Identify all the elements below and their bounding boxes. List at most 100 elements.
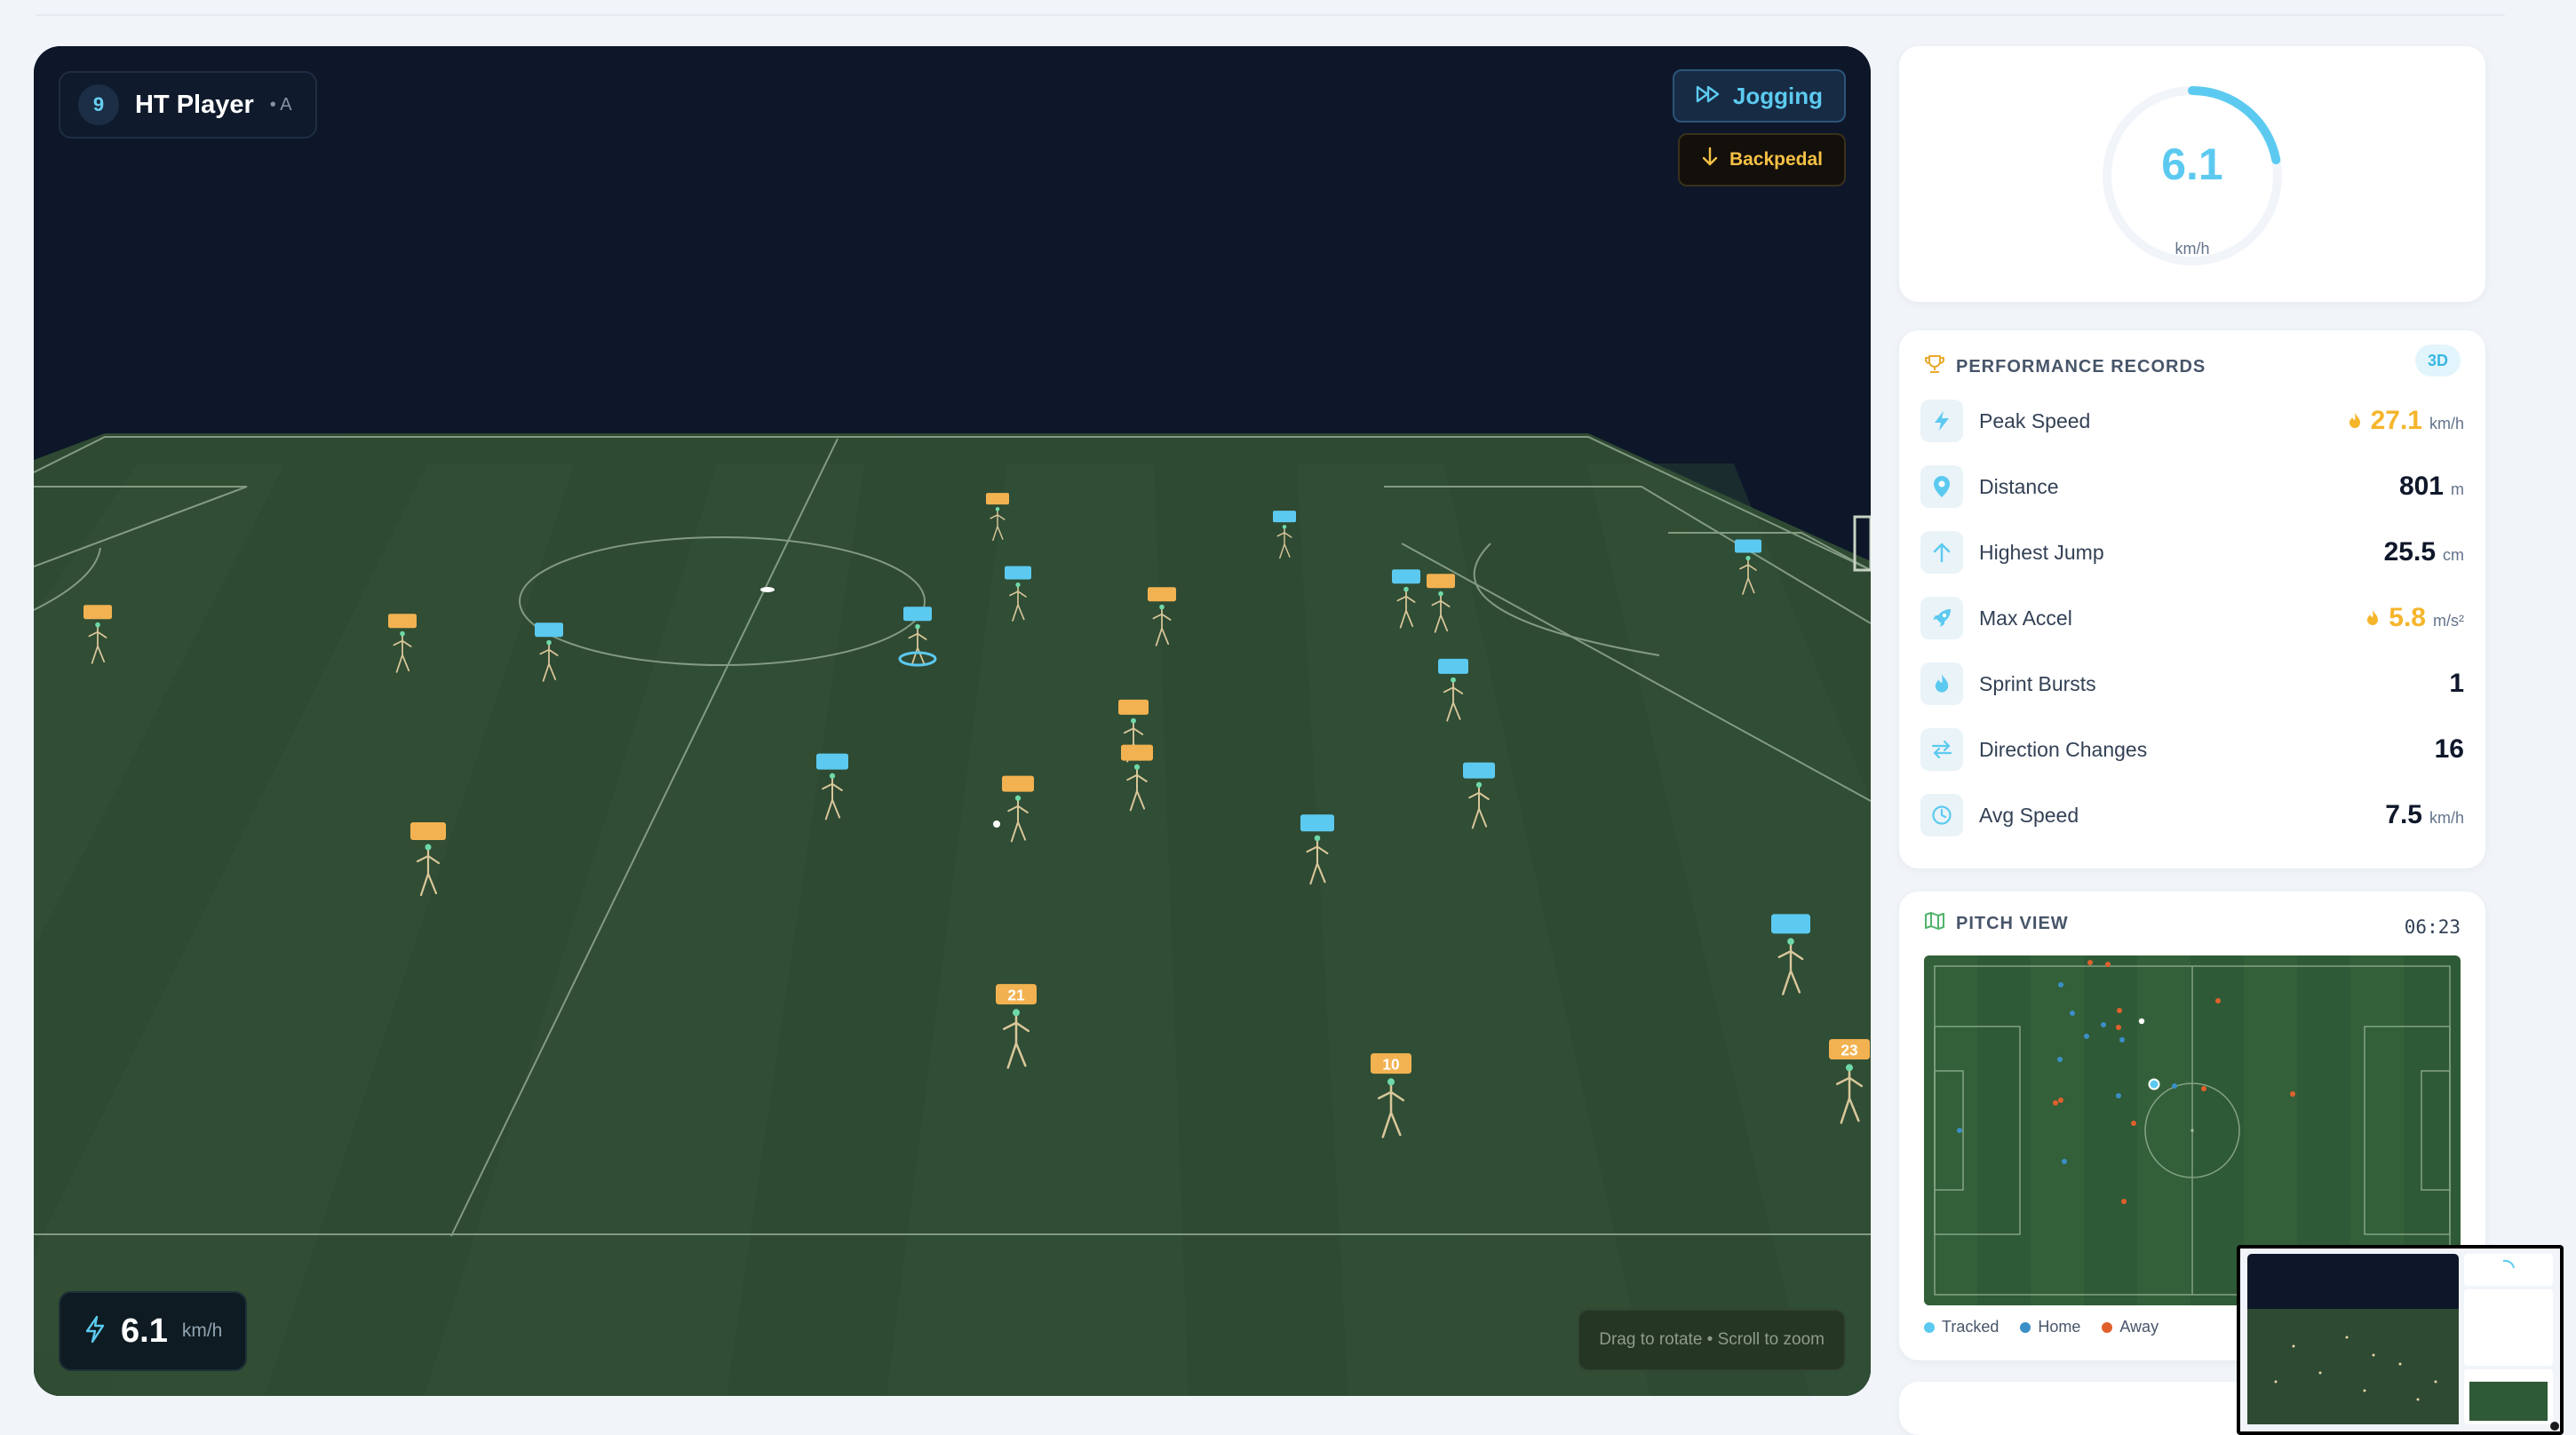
player-team: • A — [269, 94, 292, 115]
player-head — [1387, 1078, 1395, 1086]
player-number-tag — [1392, 569, 1420, 584]
scene-player[interactable] — [410, 822, 446, 897]
player-head — [400, 630, 405, 637]
scene-player[interactable] — [816, 753, 848, 821]
player-head — [1282, 525, 1287, 529]
player-number-tag — [1002, 775, 1034, 792]
player-skeleton — [1431, 594, 1451, 633]
swap-arrows-icon — [1920, 728, 1963, 771]
scene-player[interactable] — [1121, 744, 1153, 812]
player-number-tag — [1121, 744, 1153, 761]
record-direction-changes: Direction Changes 16 — [1920, 725, 2464, 774]
screenshot-thumbnail[interactable] — [2237, 1245, 2564, 1435]
scene-player[interactable]: 23 — [1829, 1039, 1870, 1124]
scene-player[interactable] — [1148, 587, 1176, 646]
player-skeleton — [393, 634, 412, 673]
speed-gauge-card: 6.1 km/h — [1899, 46, 2485, 302]
record-label: Distance — [1979, 474, 2059, 498]
player-skeleton — [1152, 607, 1172, 646]
record-unit: km/h — [2429, 415, 2464, 432]
gauge-speed-value: 6.1 — [2161, 139, 2223, 189]
scene-player[interactable] — [388, 614, 417, 673]
record-distance: Distance 801 m — [1920, 462, 2464, 511]
player-head — [546, 639, 552, 646]
player-number-tag — [1118, 699, 1149, 715]
record-unit: cm — [2443, 546, 2464, 564]
player-head — [1314, 835, 1321, 842]
scene-player[interactable] — [1438, 658, 1468, 722]
player-number-tag — [1829, 1039, 1870, 1060]
bolt-icon — [1920, 400, 1963, 442]
player-head — [1475, 781, 1483, 788]
scene-player[interactable] — [1463, 762, 1495, 829]
match-clock: 06:23 — [2404, 916, 2461, 938]
record-highest-jump: Highest Jump 25.5 cm — [1920, 527, 2464, 577]
record-avg-speed: Avg Speed 7.5 km/h — [1920, 790, 2464, 840]
player-skeleton — [908, 627, 927, 666]
player-head — [1845, 1064, 1854, 1072]
scene-player[interactable] — [1002, 775, 1034, 843]
scene-player[interactable] — [1300, 814, 1334, 885]
record-value: 5.8 — [2389, 603, 2426, 632]
arrow-down-icon — [1701, 147, 1719, 173]
player-number-tag — [1300, 814, 1334, 832]
player-head — [915, 623, 920, 630]
scene-player[interactable] — [535, 622, 563, 682]
scene-player[interactable]: 21 — [996, 984, 1037, 1069]
live-speed-value: 6.1 — [121, 1312, 168, 1350]
scene-player[interactable] — [1427, 574, 1455, 633]
records-title: PERFORMANCE RECORDS — [1956, 356, 2206, 377]
scene-player[interactable] — [1771, 914, 1810, 995]
pitch-3d-scene[interactable]: 21 10 23 — [34, 46, 1871, 1396]
player-head — [425, 844, 432, 851]
scene-player[interactable] — [1118, 699, 1149, 763]
top-divider — [36, 14, 2505, 16]
record-value: 7.5 — [2385, 800, 2422, 829]
player-skeleton — [1002, 1013, 1030, 1069]
player-number-label: 23 — [1841, 1042, 1857, 1059]
legend-home: Home — [2020, 1318, 2080, 1336]
player-number-tag — [1735, 539, 1761, 553]
gauge-speed-unit: km/h — [2174, 240, 2210, 258]
scene-player[interactable] — [1735, 539, 1761, 595]
record-value: 16 — [2434, 734, 2464, 764]
player-skeleton — [990, 509, 1006, 542]
record-value: 801 — [2398, 472, 2444, 501]
scene-player[interactable]: 10 — [1371, 1053, 1411, 1138]
scene-player[interactable] — [1273, 511, 1296, 559]
record-max-accel: Max Accel 5.8 m/s² — [1920, 593, 2464, 643]
movement-primary-label: Jogging — [1732, 82, 1823, 109]
legend-away: Away — [2102, 1318, 2159, 1336]
scene-player[interactable] — [83, 605, 112, 664]
bolt-icon — [83, 1315, 107, 1348]
player-number-label: 21 — [1007, 987, 1025, 1004]
map-pin-icon — [1920, 465, 1963, 508]
player-number-tag — [1771, 914, 1810, 934]
player-number-tag — [388, 614, 417, 629]
player-skeleton — [822, 776, 843, 821]
records-header: PERFORMANCE RECORDS — [1924, 353, 2206, 380]
scene-player[interactable] — [903, 607, 932, 666]
selected-player-chip[interactable]: 9 HT Player • A — [59, 71, 317, 139]
player-head — [1015, 582, 1021, 588]
movement-state-backpedal: Backpedal — [1677, 133, 1846, 186]
player-number-tag — [535, 622, 563, 638]
scene-player[interactable] — [1005, 566, 1031, 622]
3d-viewport[interactable]: 21 10 23 9 HT Player • A Jogging Backpedal… — [34, 46, 1871, 1396]
arrow-up-icon — [1920, 531, 1963, 574]
player-number-tag — [996, 984, 1037, 1005]
record-value: 25.5 — [2383, 537, 2436, 567]
player-head — [1133, 764, 1141, 770]
player-skeleton — [1396, 590, 1416, 629]
clock-icon — [1920, 794, 1963, 836]
player-number-label: 10 — [1382, 1056, 1399, 1074]
record-label: Direction Changes — [1979, 737, 2148, 761]
player-number-tag — [1371, 1053, 1411, 1074]
scene-player[interactable] — [1392, 569, 1420, 629]
fast-forward-icon — [1696, 83, 1722, 110]
player-head — [1438, 591, 1443, 597]
player-head — [1745, 555, 1751, 561]
scene-player[interactable] — [986, 493, 1009, 542]
pitch-view-card: PITCH VIEW 06:23 — [1899, 892, 2485, 1360]
live-speed-unit: km/h — [181, 1320, 223, 1341]
